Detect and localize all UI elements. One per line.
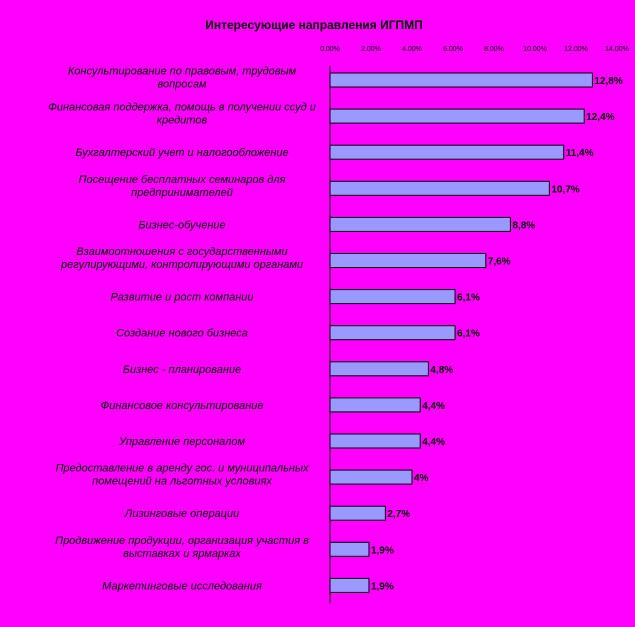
x-tick-label: 10.00%	[523, 46, 547, 53]
category-label-line: Финансовое консультирование	[100, 400, 263, 412]
category-label: Взаимоотношения с государственными регули…	[60, 246, 303, 271]
category-label-line: Посещение бесплатных семинаров для	[79, 174, 286, 186]
data-label: 12,4%	[586, 112, 614, 123]
bar	[329, 541, 370, 557]
category-label-line: Бизнес - планирование	[123, 364, 241, 376]
data-label: 2,7%	[387, 509, 410, 520]
bar	[329, 361, 429, 377]
x-tick-label: 8.00%	[484, 46, 504, 53]
category-label-line: Взаимоотношения с государственными	[76, 246, 287, 258]
x-tick-label: 6.00%	[443, 46, 463, 53]
chart-title: Интересующие направления ИГПМП	[205, 18, 423, 32]
category-label: Развитие и рост компании	[110, 292, 253, 304]
bar	[329, 289, 456, 305]
data-label: 11,4%	[566, 148, 594, 159]
category-label-line: Финансовая поддержка, помощь в получении…	[48, 102, 316, 114]
bar	[329, 433, 421, 449]
category-label: Управление персоналом	[118, 436, 246, 448]
category-label: Предоставление в аренду гос. и муниципал…	[55, 463, 309, 488]
data-label: 4%	[414, 473, 429, 484]
bar	[329, 469, 413, 485]
bar	[329, 180, 550, 196]
data-label: 6,1%	[457, 329, 480, 340]
data-label: 8,8%	[512, 220, 535, 231]
category-label: Маркетинговые исследования	[102, 580, 262, 592]
category-label-line: Управление персоналом	[118, 436, 246, 448]
bar	[329, 253, 487, 268]
data-label: 1,9%	[371, 545, 394, 556]
category-label-line: Предоставление в аренду гос. и муниципал…	[55, 463, 309, 475]
bar	[329, 144, 565, 160]
category-label: Создание нового бизнеса	[116, 328, 248, 340]
data-label: 6,1%	[457, 293, 480, 304]
category-label-line: вопросам	[157, 79, 207, 91]
data-label: 4,4%	[422, 437, 445, 448]
category-label: Бизнес - планирование	[123, 364, 241, 376]
category-label-line: предпринимателей	[131, 187, 233, 199]
bar	[329, 577, 370, 593]
category-label-line: выставках и ярмарках	[123, 548, 241, 560]
category-label: Посещение бесплатных семинаров для предпр…	[79, 174, 286, 199]
bar	[329, 216, 511, 232]
x-tick-label: 4.00%	[402, 46, 422, 53]
category-label-line: кредитов	[157, 115, 208, 127]
category-label-line: Лизинговые операции	[124, 508, 239, 520]
category-label: Лизинговые операции	[124, 508, 239, 520]
category-label-line: Бухгалтерский учет и налогообложение	[75, 147, 288, 159]
data-label: 1,9%	[371, 581, 394, 592]
category-label-line: Консультирование по правовым, трудовым	[68, 66, 297, 78]
category-label-line: Развитие и рост компании	[110, 292, 253, 304]
category-label-line: помещений на льготных условиях	[92, 476, 272, 488]
category-label-line: Бизнес-обучение	[138, 219, 225, 231]
bar	[329, 505, 386, 521]
category-label-line: Создание нового бизнеса	[116, 328, 248, 340]
category-label: Финансовое консультирование	[100, 400, 263, 412]
data-label: 10,7%	[551, 184, 579, 195]
category-label-line: Маркетинговые исследования	[102, 580, 262, 592]
bar	[329, 325, 456, 341]
category-label: Консультирование по правовым, трудовым во…	[68, 66, 297, 91]
category-label-line: Продвижение продукции, организация участ…	[55, 535, 309, 547]
bar	[329, 72, 593, 88]
x-tick-label: 0.00%	[320, 46, 340, 53]
data-label: 4,8%	[430, 365, 453, 376]
category-label-line: регулирующими, контролирующими органами	[60, 259, 303, 271]
data-label: 4,4%	[422, 401, 445, 412]
x-tick-label: 12.00%	[564, 46, 588, 53]
x-tick-label: 14.00%	[605, 46, 629, 53]
data-label: 12,8%	[594, 76, 622, 87]
category-label: Финансовая поддержка, помощь в получении…	[48, 102, 316, 127]
category-label: Продвижение продукции, организация участ…	[55, 535, 309, 560]
bar	[329, 397, 421, 413]
data-label: 7,6%	[488, 257, 511, 268]
category-label: Бухгалтерский учет и налогообложение	[75, 147, 288, 159]
bar	[329, 108, 585, 124]
x-tick-label: 2.00%	[361, 46, 381, 53]
category-label: Бизнес-обучение	[138, 219, 225, 231]
